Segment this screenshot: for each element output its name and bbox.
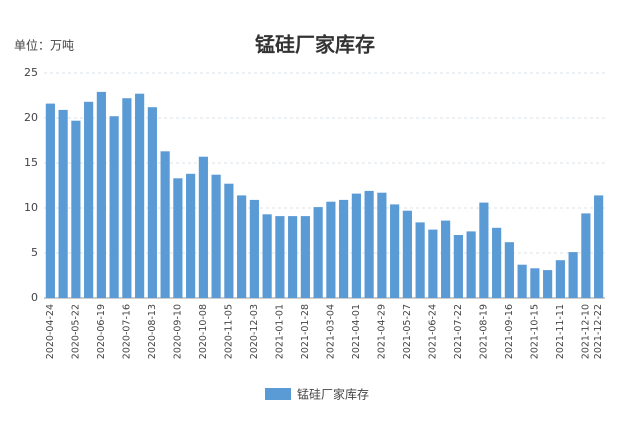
bar <box>466 231 476 298</box>
x-tick-label: 2020-06-19 <box>96 304 107 359</box>
bar <box>568 252 578 298</box>
x-tick-label: 2021-07-22 <box>453 304 464 359</box>
bar <box>96 91 106 299</box>
bar <box>517 264 527 298</box>
bar <box>313 207 323 298</box>
bar <box>300 216 310 298</box>
x-tick-label: 2020-12-03 <box>249 304 260 359</box>
bar <box>594 195 604 298</box>
y-tick-label: 25 <box>24 66 38 79</box>
x-tick-label: 2021-10-15 <box>529 304 540 359</box>
bar <box>339 199 349 298</box>
bar <box>492 227 502 298</box>
x-tick-label: 2020-09-10 <box>172 304 183 359</box>
x-tick-label: 2020-04-24 <box>45 304 56 359</box>
bar <box>275 216 285 298</box>
x-tick-label: 2021-05-27 <box>402 304 413 359</box>
bar <box>390 204 400 298</box>
bar <box>504 242 514 298</box>
x-tick-label: 2021-09-16 <box>504 304 515 359</box>
x-tick-label: 2020-10-08 <box>198 304 209 359</box>
unit-label: 单位：万吨 <box>14 38 74 53</box>
bar <box>122 98 132 298</box>
chart-title: 锰硅厂家库存 <box>255 33 375 57</box>
x-tick-label: 2021-12-10 <box>580 304 591 359</box>
bar <box>581 213 591 298</box>
bar <box>186 173 196 298</box>
bar <box>441 220 451 298</box>
y-tick-label: 5 <box>31 246 38 259</box>
bar <box>237 195 247 298</box>
x-tick-label: 2021-11-11 <box>555 304 566 359</box>
bar <box>377 192 387 298</box>
bar <box>543 270 553 298</box>
bar <box>224 183 234 298</box>
x-tick-label: 2021-04-29 <box>376 304 387 359</box>
x-tick-label: 2021-01-28 <box>300 304 311 359</box>
x-tick-label: 2020-11-05 <box>223 304 234 359</box>
bar <box>364 190 374 298</box>
bar <box>160 151 170 298</box>
bar <box>326 201 336 298</box>
x-tick-label: 2020-05-22 <box>70 304 81 359</box>
legend-swatch <box>265 388 291 400</box>
y-tick-label: 10 <box>24 201 38 214</box>
bar <box>351 193 361 298</box>
bar <box>135 93 145 298</box>
bar <box>402 210 412 298</box>
bar <box>58 109 68 299</box>
bar <box>71 120 81 298</box>
bar <box>147 107 157 298</box>
x-tick-label: 2021-06-24 <box>427 304 438 359</box>
x-tick-label: 2021-12-22 <box>593 304 604 359</box>
legend-label: 锰硅厂家库存 <box>297 387 369 402</box>
bar <box>262 214 272 298</box>
x-tick-label: 2020-08-13 <box>147 304 158 359</box>
x-tick-label: 2021-03-04 <box>325 304 336 359</box>
y-tick-label: 0 <box>31 291 38 304</box>
bar <box>530 268 540 298</box>
y-tick-label: 15 <box>24 156 38 169</box>
bar <box>84 101 94 298</box>
bar <box>415 222 425 298</box>
x-tick-label: 2021-08-19 <box>478 304 489 359</box>
bar <box>555 260 565 298</box>
bar <box>109 116 119 298</box>
bar <box>45 103 55 298</box>
bar <box>173 178 183 298</box>
x-tick-label: 2021-04-01 <box>351 304 362 359</box>
bar <box>428 229 438 298</box>
bar <box>479 202 489 298</box>
x-tick-label: 2020-07-16 <box>121 304 132 359</box>
bar <box>249 199 259 298</box>
x-tick-label: 2021-01-01 <box>274 304 285 359</box>
y-tick-label: 20 <box>24 111 38 124</box>
bar <box>211 174 221 298</box>
bar <box>453 235 463 298</box>
bar <box>198 156 208 298</box>
bar <box>288 216 298 298</box>
